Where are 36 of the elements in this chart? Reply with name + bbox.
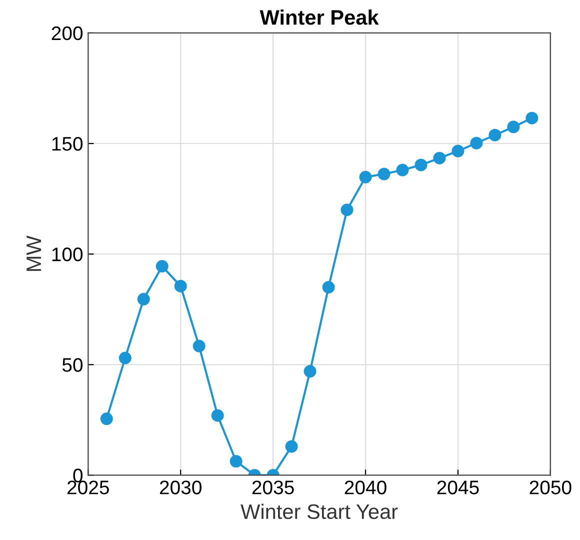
point: [156, 260, 168, 272]
point: [322, 280, 335, 294]
x-tick-label: 2050: [530, 480, 572, 494]
y-tick-label: 0: [73, 468, 83, 482]
x-tick-label: 2045: [437, 480, 479, 494]
x-tick-label: 2035: [252, 480, 294, 494]
point: [230, 455, 242, 468]
x-axis-title: Winter Start Year: [240, 504, 398, 520]
point: [452, 144, 464, 158]
point: [100, 412, 113, 426]
point: [285, 440, 298, 453]
x-tick-label: 2040: [344, 480, 386, 494]
point: [396, 164, 409, 176]
point: [137, 292, 150, 306]
point: [507, 120, 520, 134]
point: [359, 170, 372, 184]
x-tick-label: 2025: [68, 480, 109, 494]
point: [211, 409, 224, 422]
point: [414, 158, 428, 172]
point: [118, 352, 132, 364]
point: [304, 365, 316, 378]
y-tick-label: 150: [52, 136, 83, 151]
y-tick-label: 50: [62, 358, 83, 372]
point: [433, 152, 446, 164]
point: [192, 340, 206, 352]
point: [340, 204, 354, 216]
chart-title: Winter Peak: [260, 10, 379, 25]
point: [488, 128, 502, 142]
point: [470, 136, 483, 150]
y-tick-label: 100: [52, 248, 83, 262]
point: [378, 168, 390, 180]
y-tick-label: 200: [52, 26, 83, 40]
point: [526, 112, 538, 124]
y-axis-title: MW: [26, 236, 41, 271]
point: [174, 280, 187, 292]
x-tick-label: 2030: [160, 480, 202, 494]
